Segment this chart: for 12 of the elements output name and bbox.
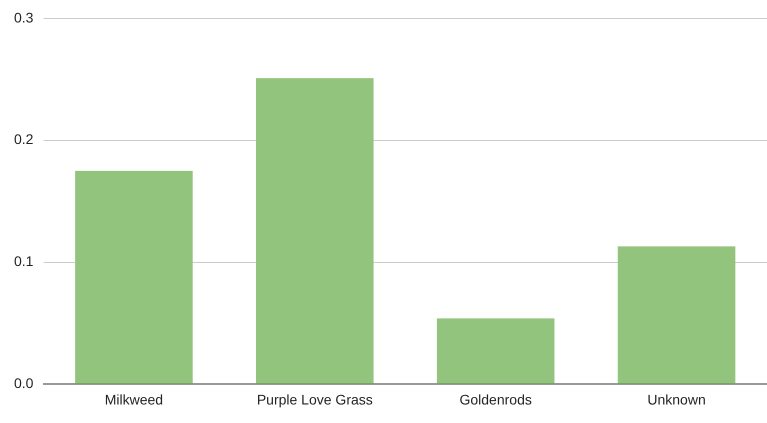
y-tick-label: 0.2 <box>14 131 34 148</box>
x-tick-label: Goldenrods <box>459 391 532 408</box>
y-tick-label: 0.0 <box>14 375 34 392</box>
x-tick-label: Unknown <box>647 391 706 408</box>
y-tick-label: 0.3 <box>14 9 34 26</box>
y-tick-label: 0.1 <box>14 253 34 270</box>
bar <box>75 170 193 384</box>
bar <box>618 246 736 384</box>
bar <box>256 78 374 384</box>
x-tick-label: Milkweed <box>104 391 164 408</box>
x-tick-label: Purple Love Grass <box>256 391 373 408</box>
bar <box>436 318 554 384</box>
